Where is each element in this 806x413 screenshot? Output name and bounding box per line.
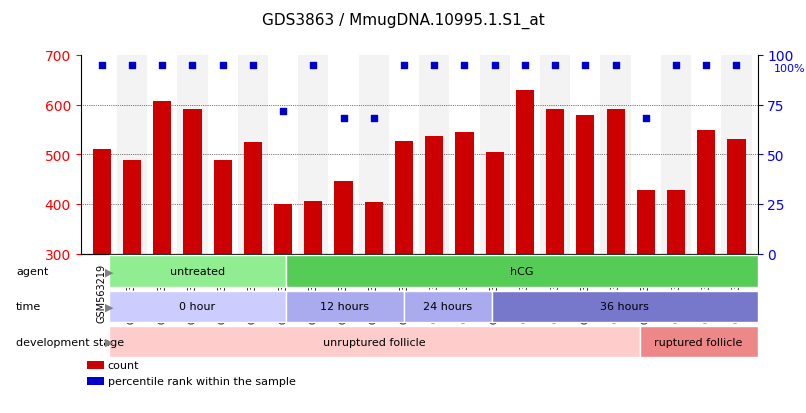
Point bbox=[609, 62, 622, 69]
Text: ▶: ▶ bbox=[105, 266, 113, 277]
Bar bbox=[268, 56, 298, 254]
Bar bbox=[329, 56, 359, 254]
Bar bbox=[93, 150, 111, 254]
Bar bbox=[87, 377, 104, 385]
Text: ruptured follicle: ruptured follicle bbox=[654, 337, 743, 347]
FancyBboxPatch shape bbox=[286, 256, 758, 287]
Bar bbox=[571, 56, 600, 254]
Bar bbox=[540, 56, 571, 254]
Point bbox=[95, 62, 108, 69]
Bar bbox=[334, 181, 353, 254]
Bar bbox=[637, 190, 654, 254]
Point bbox=[549, 62, 562, 69]
Bar bbox=[697, 131, 716, 254]
Bar bbox=[667, 190, 685, 254]
Text: development stage: development stage bbox=[16, 337, 124, 347]
Bar bbox=[117, 56, 147, 254]
Text: 0 hour: 0 hour bbox=[179, 301, 215, 312]
Bar bbox=[426, 137, 443, 254]
Bar bbox=[87, 361, 104, 369]
Point bbox=[670, 62, 683, 69]
Text: ▶: ▶ bbox=[105, 337, 113, 347]
Bar bbox=[727, 140, 746, 254]
Bar bbox=[147, 56, 177, 254]
Point bbox=[276, 108, 289, 114]
Point bbox=[368, 116, 380, 123]
Bar bbox=[298, 56, 329, 254]
Text: 36 hours: 36 hours bbox=[600, 301, 650, 312]
Point bbox=[337, 116, 350, 123]
Bar bbox=[359, 56, 388, 254]
Text: hCG: hCG bbox=[510, 266, 534, 277]
Bar bbox=[214, 161, 232, 254]
Bar bbox=[480, 56, 510, 254]
Point bbox=[730, 62, 743, 69]
FancyBboxPatch shape bbox=[109, 326, 640, 358]
Bar bbox=[177, 56, 208, 254]
Point bbox=[186, 62, 199, 69]
Bar bbox=[274, 205, 292, 254]
Bar bbox=[600, 56, 631, 254]
FancyBboxPatch shape bbox=[109, 291, 286, 323]
FancyBboxPatch shape bbox=[640, 326, 758, 358]
Bar bbox=[238, 56, 268, 254]
Bar bbox=[243, 143, 262, 254]
Text: unruptured follicle: unruptured follicle bbox=[323, 337, 426, 347]
Bar bbox=[87, 56, 117, 254]
Text: 100%: 100% bbox=[774, 64, 805, 74]
Bar bbox=[153, 102, 171, 254]
Point bbox=[579, 62, 592, 69]
Bar bbox=[388, 56, 419, 254]
Bar bbox=[509, 56, 540, 254]
Bar bbox=[516, 91, 534, 254]
Bar bbox=[305, 202, 322, 254]
Text: percentile rank within the sample: percentile rank within the sample bbox=[108, 376, 296, 386]
FancyBboxPatch shape bbox=[492, 291, 758, 323]
Point bbox=[488, 62, 501, 69]
Point bbox=[247, 62, 260, 69]
Point bbox=[700, 62, 713, 69]
FancyBboxPatch shape bbox=[404, 291, 492, 323]
Point bbox=[156, 62, 168, 69]
Bar bbox=[576, 116, 594, 254]
Point bbox=[518, 62, 531, 69]
Bar bbox=[631, 56, 661, 254]
Point bbox=[126, 62, 139, 69]
Point bbox=[458, 62, 471, 69]
Bar bbox=[455, 133, 473, 254]
Point bbox=[639, 116, 652, 123]
Bar bbox=[208, 56, 238, 254]
Bar bbox=[419, 56, 450, 254]
Bar bbox=[546, 110, 564, 254]
Point bbox=[428, 62, 441, 69]
Point bbox=[216, 62, 229, 69]
Bar bbox=[364, 202, 383, 254]
FancyBboxPatch shape bbox=[286, 291, 404, 323]
Text: count: count bbox=[108, 360, 139, 370]
Text: ▶: ▶ bbox=[105, 301, 113, 312]
Bar bbox=[123, 161, 141, 254]
Bar bbox=[395, 142, 413, 254]
Text: GDS3863 / MmugDNA.10995.1.S1_at: GDS3863 / MmugDNA.10995.1.S1_at bbox=[262, 12, 544, 28]
Bar bbox=[691, 56, 721, 254]
Bar bbox=[721, 56, 751, 254]
FancyBboxPatch shape bbox=[109, 256, 286, 287]
Point bbox=[307, 62, 320, 69]
Bar bbox=[485, 153, 504, 254]
Point bbox=[397, 62, 410, 69]
Bar bbox=[184, 110, 202, 254]
Bar bbox=[661, 56, 691, 254]
Bar bbox=[606, 110, 625, 254]
Text: agent: agent bbox=[16, 266, 48, 277]
Text: untreated: untreated bbox=[170, 266, 225, 277]
Text: time: time bbox=[16, 301, 41, 312]
Text: 24 hours: 24 hours bbox=[423, 301, 472, 312]
Text: 12 hours: 12 hours bbox=[320, 301, 369, 312]
Bar bbox=[450, 56, 480, 254]
